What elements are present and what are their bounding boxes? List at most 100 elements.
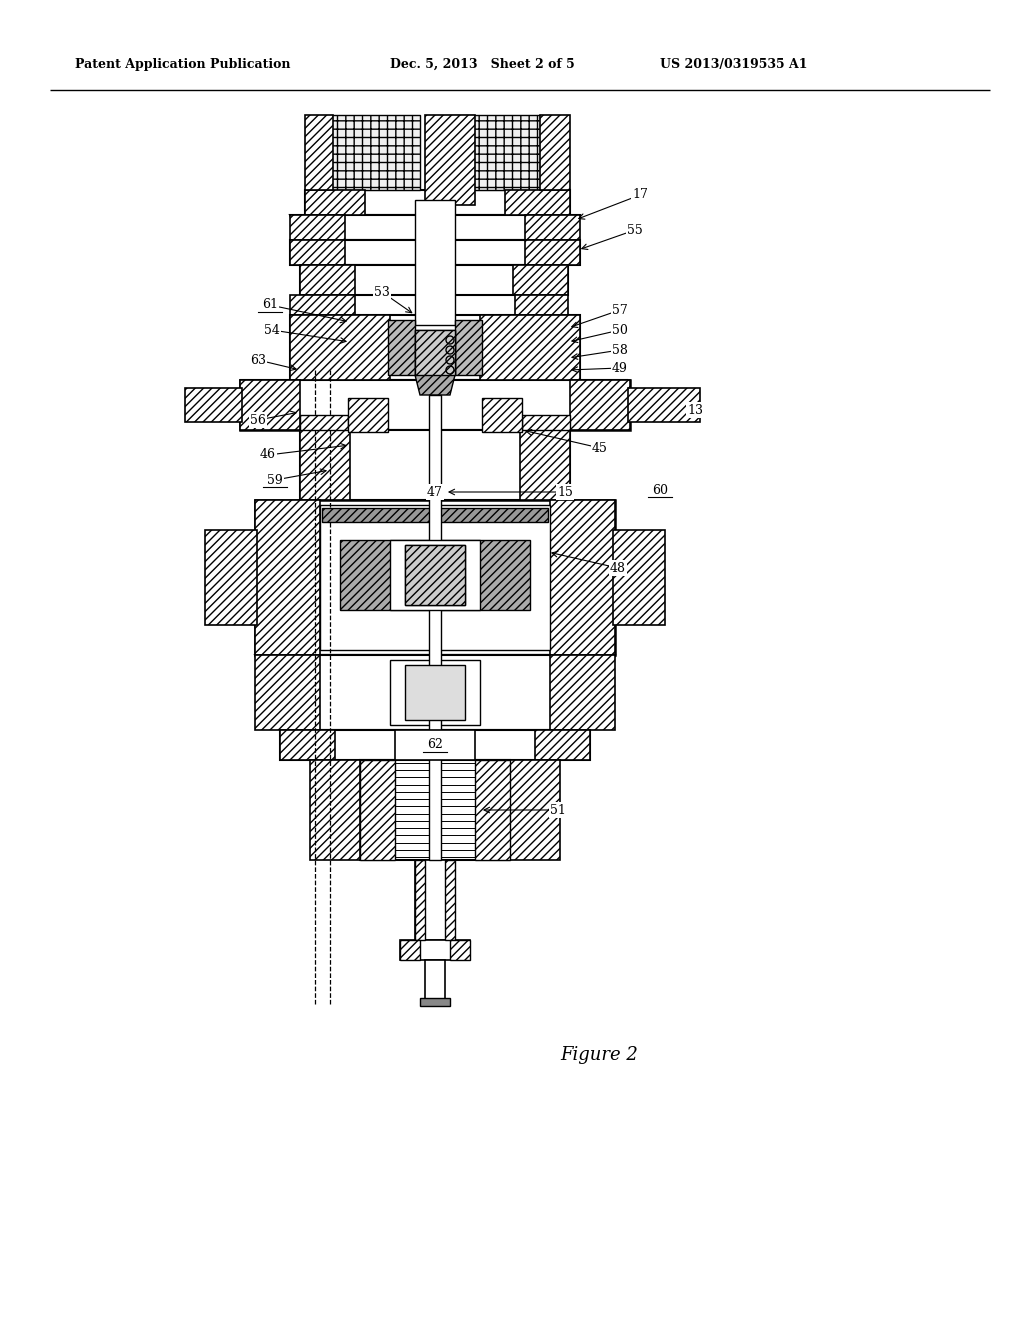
Bar [300, 414, 348, 430]
Text: US 2013/0319535 A1: US 2013/0319535 A1 [660, 58, 808, 71]
Polygon shape [613, 531, 665, 624]
Bar [525, 215, 580, 240]
Text: 63: 63 [250, 354, 266, 367]
Bar [415, 201, 455, 325]
Bar [406, 545, 465, 605]
Text: Dec. 5, 2013   Sheet 2 of 5: Dec. 5, 2013 Sheet 2 of 5 [390, 58, 574, 71]
Bar [540, 115, 570, 190]
Bar [475, 760, 510, 861]
Bar [513, 265, 568, 294]
Polygon shape [322, 508, 548, 521]
Polygon shape [482, 399, 522, 432]
Bar [406, 665, 465, 719]
Bar [390, 660, 480, 725]
Text: 17: 17 [632, 189, 648, 202]
Bar [290, 294, 355, 315]
Bar [255, 500, 319, 655]
Bar [425, 960, 445, 1001]
Text: 61: 61 [262, 298, 278, 312]
Text: 51: 51 [550, 804, 566, 817]
Bar [400, 940, 470, 960]
Bar [515, 294, 568, 315]
Bar [300, 430, 350, 500]
Polygon shape [240, 380, 628, 430]
Bar [290, 315, 390, 380]
Bar [520, 430, 570, 500]
Bar [420, 998, 450, 1006]
Bar [550, 500, 615, 655]
Bar [445, 861, 455, 940]
Text: Patent Application Publication: Patent Application Publication [75, 58, 291, 71]
Text: 58: 58 [612, 343, 628, 356]
Bar [360, 760, 395, 861]
Polygon shape [240, 380, 630, 430]
Polygon shape [205, 531, 257, 624]
Bar [240, 380, 300, 430]
Bar [522, 414, 570, 430]
Bar [406, 545, 465, 605]
Text: 46: 46 [260, 449, 276, 462]
Bar [525, 240, 580, 265]
Bar [330, 115, 420, 190]
Text: 55: 55 [627, 223, 643, 236]
Text: 47: 47 [427, 486, 443, 499]
Polygon shape [300, 430, 570, 500]
Bar [305, 115, 333, 190]
Text: 57: 57 [612, 304, 628, 317]
Bar [300, 265, 355, 294]
Text: Figure 2: Figure 2 [560, 1045, 638, 1064]
Text: 15: 15 [557, 486, 573, 499]
Bar [360, 760, 510, 861]
Text: 54: 54 [264, 323, 280, 337]
Polygon shape [388, 319, 415, 375]
Bar [290, 215, 345, 240]
Text: 13: 13 [687, 404, 703, 417]
Bar [505, 190, 570, 215]
Polygon shape [255, 500, 615, 655]
Polygon shape [628, 388, 700, 422]
Text: 62: 62 [427, 738, 443, 751]
Bar [570, 380, 630, 430]
Bar [550, 655, 615, 730]
Polygon shape [305, 190, 570, 215]
Polygon shape [300, 265, 568, 294]
Bar [510, 760, 560, 861]
Bar [450, 940, 470, 960]
Bar [535, 730, 590, 760]
Text: 53: 53 [374, 285, 390, 298]
Text: 48: 48 [610, 561, 626, 574]
Bar [400, 940, 420, 960]
Bar [480, 315, 580, 380]
Polygon shape [455, 319, 482, 375]
Bar [319, 506, 550, 649]
Bar [280, 730, 335, 760]
Text: 45: 45 [592, 441, 608, 454]
Bar [415, 861, 455, 940]
Text: 59: 59 [267, 474, 283, 487]
Polygon shape [340, 540, 530, 610]
Polygon shape [185, 388, 242, 422]
Bar [425, 115, 475, 205]
Bar [429, 395, 441, 861]
Bar [290, 240, 345, 265]
Bar [305, 190, 365, 215]
Bar [395, 730, 475, 760]
Polygon shape [348, 399, 388, 432]
Polygon shape [415, 375, 455, 395]
Polygon shape [280, 730, 590, 760]
Text: 60: 60 [652, 483, 668, 496]
Text: 56: 56 [250, 413, 266, 426]
Text: 49: 49 [612, 362, 628, 375]
Bar [415, 330, 455, 375]
Polygon shape [290, 315, 580, 380]
Bar [450, 115, 540, 190]
Bar [255, 655, 319, 730]
Bar [415, 330, 455, 375]
Polygon shape [290, 215, 580, 240]
Bar [415, 861, 425, 940]
Polygon shape [255, 655, 615, 730]
Bar [310, 760, 360, 861]
Text: 50: 50 [612, 323, 628, 337]
Polygon shape [290, 240, 580, 265]
Bar [390, 540, 480, 610]
